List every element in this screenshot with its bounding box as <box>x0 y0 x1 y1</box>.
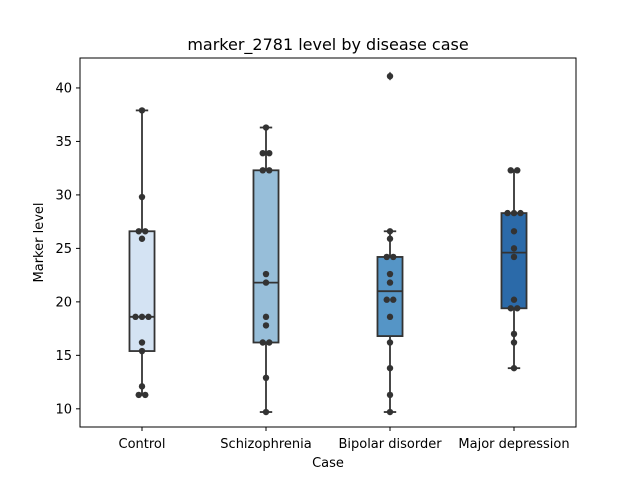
data-point <box>386 72 394 80</box>
data-point <box>386 408 394 416</box>
plot-area <box>128 71 528 416</box>
x-axis-label: Case <box>312 456 344 471</box>
box-schizophrenia <box>252 126 280 413</box>
data-point <box>135 228 142 235</box>
y-tick-label: 30 <box>55 188 72 203</box>
data-point <box>266 339 273 346</box>
data-point <box>262 408 270 416</box>
data-point <box>517 209 524 217</box>
data-point <box>510 330 518 338</box>
data-point <box>390 296 397 303</box>
data-point <box>514 305 521 312</box>
data-point <box>138 347 146 355</box>
data-point <box>135 391 142 399</box>
swarm-schizophrenia <box>259 124 273 416</box>
x-tick-label: Control <box>119 437 166 452</box>
data-point <box>262 322 270 329</box>
data-point <box>262 124 270 131</box>
swarm-control <box>132 107 152 399</box>
plot-frame <box>79 57 577 428</box>
data-point <box>259 339 266 346</box>
data-point <box>510 245 518 252</box>
data-point <box>390 253 397 261</box>
data-point <box>138 339 146 346</box>
data-point <box>266 149 273 157</box>
x-axis: Control Schizophrenia Bipolar disorder Majo… <box>119 427 570 452</box>
data-point <box>504 209 511 217</box>
box-iqr <box>128 230 156 352</box>
x-tick-label: Bipolar disorder <box>338 437 442 452</box>
data-point <box>138 235 146 242</box>
data-point <box>386 339 394 346</box>
data-point <box>510 253 518 261</box>
y-axis: 10 15 20 25 30 35 40 <box>55 81 80 417</box>
data-point <box>386 235 394 242</box>
data-point <box>507 167 514 174</box>
x-tick-label: Major depression <box>458 437 569 452</box>
box-iqr <box>376 256 404 337</box>
box-iqr <box>500 212 528 310</box>
x-tick-label: Schizophrenia <box>220 437 311 452</box>
data-point <box>259 167 266 174</box>
y-tick-label: 20 <box>55 295 72 310</box>
data-point <box>138 107 146 114</box>
y-tick-label: 15 <box>55 349 72 364</box>
data-point <box>132 313 139 321</box>
data-point <box>262 313 270 321</box>
data-point <box>386 270 394 278</box>
data-point <box>510 339 518 346</box>
box-major-depression <box>500 169 528 370</box>
data-point <box>514 167 521 174</box>
data-point <box>386 364 394 372</box>
box-iqr <box>252 169 280 344</box>
data-point <box>145 313 152 321</box>
data-point <box>142 391 149 399</box>
y-tick-label: 10 <box>55 402 72 417</box>
swarm-bipolar-disorder <box>383 72 397 416</box>
data-point <box>266 167 273 174</box>
y-tick-label: 25 <box>55 242 72 257</box>
data-point <box>138 313 146 321</box>
y-tick-label: 40 <box>55 81 72 96</box>
data-point <box>383 296 390 303</box>
data-point <box>386 279 394 286</box>
data-point <box>138 383 146 390</box>
swarm-major-depression <box>504 167 524 372</box>
data-point <box>142 228 149 235</box>
data-point <box>262 279 270 286</box>
data-point <box>259 149 266 157</box>
box-bipolar-disorder <box>376 71 404 413</box>
data-point <box>138 193 146 201</box>
chart-title: marker_2781 level by disease case <box>187 35 468 55</box>
data-point <box>262 374 270 381</box>
data-point <box>262 270 270 278</box>
data-point <box>386 313 394 321</box>
box-control <box>128 109 156 396</box>
data-point <box>383 253 390 261</box>
data-point <box>510 228 518 235</box>
y-tick-label: 35 <box>55 135 72 150</box>
y-axis-label: Marker level <box>32 203 47 283</box>
data-point <box>386 228 394 235</box>
data-point <box>510 296 518 303</box>
data-point <box>510 364 518 372</box>
data-point <box>510 209 518 217</box>
data-point <box>507 305 514 312</box>
data-point <box>386 391 394 399</box>
